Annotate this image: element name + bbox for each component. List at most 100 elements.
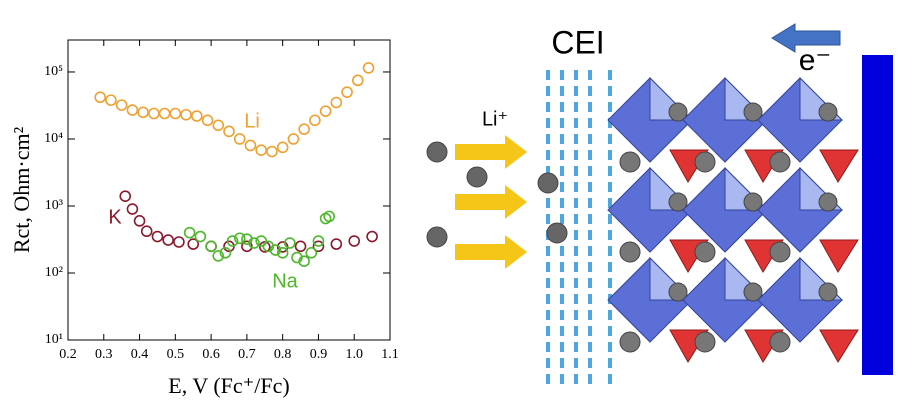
ion — [619, 151, 641, 173]
data-point — [194, 230, 207, 243]
ion — [619, 241, 641, 263]
data-point — [169, 107, 182, 120]
series-label: Na — [272, 270, 298, 292]
data-point — [319, 105, 332, 117]
data-point — [137, 106, 149, 119]
tetrahedron — [819, 149, 859, 183]
ion — [743, 102, 763, 122]
data-point — [126, 104, 139, 116]
data-point — [255, 144, 268, 157]
data-point — [298, 123, 310, 135]
data-point — [341, 86, 353, 98]
data-point — [244, 139, 257, 152]
ion — [818, 192, 838, 212]
data-point — [133, 215, 146, 227]
data-point — [126, 203, 139, 215]
data-point — [351, 74, 364, 87]
data-point — [119, 190, 132, 202]
data-point — [219, 247, 232, 259]
li-label: Li⁺ — [482, 108, 508, 130]
data-point — [158, 107, 171, 120]
data-point — [366, 230, 378, 243]
y-tick-label: 10¹ — [45, 332, 63, 347]
data-point — [201, 114, 214, 127]
data-point — [348, 235, 361, 247]
data-point — [162, 234, 174, 246]
ion — [743, 282, 763, 302]
data-point — [241, 240, 253, 253]
y-tick-label: 10⁵ — [44, 64, 63, 79]
ion — [818, 102, 838, 122]
x-tick-label: 0.4 — [131, 347, 149, 362]
data-point — [187, 238, 200, 250]
li-ions — [426, 141, 568, 248]
data-point — [233, 232, 246, 245]
data-point — [305, 247, 318, 259]
ion — [694, 151, 716, 173]
x-tick-label: 0.5 — [167, 347, 185, 362]
data-point — [248, 237, 260, 249]
tetrahedron — [819, 329, 859, 363]
y-tick-label: 10² — [45, 265, 63, 280]
ion — [668, 102, 688, 122]
diagram: CEI Li⁺ e⁻ — [426, 23, 893, 385]
x-tick-label: 0.6 — [202, 347, 220, 362]
data-point — [115, 99, 128, 111]
data-point — [330, 96, 343, 109]
data-point — [298, 255, 310, 267]
data-point — [212, 250, 225, 262]
cei-layer — [546, 70, 612, 385]
li-arrows — [455, 135, 527, 269]
ion — [694, 331, 716, 353]
data-point — [173, 236, 185, 248]
data-point — [269, 244, 282, 256]
plot-frame — [67, 39, 391, 341]
x-tick-label: 0.2 — [59, 347, 77, 362]
data-point — [151, 230, 164, 243]
electron-label: e⁻ — [799, 44, 832, 77]
ion — [769, 331, 791, 353]
chart: 0.2 0.3 0.4 0.5 0.6 0.7 0.8 0.9 1.0 1.1 10¹ 10² 10³ 1… — [9, 39, 399, 398]
tetrahedron — [819, 239, 859, 273]
electron-arrow — [771, 23, 841, 53]
crystal-structure — [607, 76, 859, 363]
data-point — [284, 237, 296, 249]
x-tick-label: 0.9 — [310, 347, 328, 362]
data-point — [205, 240, 217, 253]
data-point — [294, 240, 307, 253]
data-point — [212, 119, 225, 132]
data-point — [330, 238, 343, 250]
ion — [668, 282, 688, 302]
data-point — [180, 108, 192, 121]
data-point — [362, 62, 375, 74]
data-point — [226, 235, 239, 247]
series-label: K — [108, 206, 122, 228]
data-point — [105, 94, 117, 106]
data-point — [266, 145, 278, 158]
data-point — [148, 107, 160, 120]
data-point — [287, 133, 300, 145]
y-tick-label: 10³ — [45, 198, 63, 213]
x-tick-label: 1.1 — [381, 347, 399, 362]
data-point — [323, 210, 335, 223]
data-point — [312, 240, 325, 253]
ion — [769, 241, 791, 263]
data-point — [312, 235, 325, 247]
ion — [743, 192, 763, 212]
ion — [619, 331, 641, 353]
data-point — [276, 247, 289, 259]
x-tick-label: 0.8 — [274, 347, 292, 362]
data-point — [94, 91, 106, 104]
electrode — [862, 55, 893, 375]
y-axis-label: Rct, Ohm·cm² — [9, 126, 34, 253]
data-point — [183, 226, 196, 239]
series-label: Li — [244, 110, 260, 132]
data-point — [140, 225, 153, 238]
x-axis-label: E, V (Fc⁺/Fc) — [168, 373, 289, 398]
x-tick-label: 0.3 — [95, 347, 113, 362]
data-point — [233, 133, 246, 145]
ion — [668, 192, 688, 212]
ion — [818, 282, 838, 302]
data-point — [276, 141, 289, 154]
